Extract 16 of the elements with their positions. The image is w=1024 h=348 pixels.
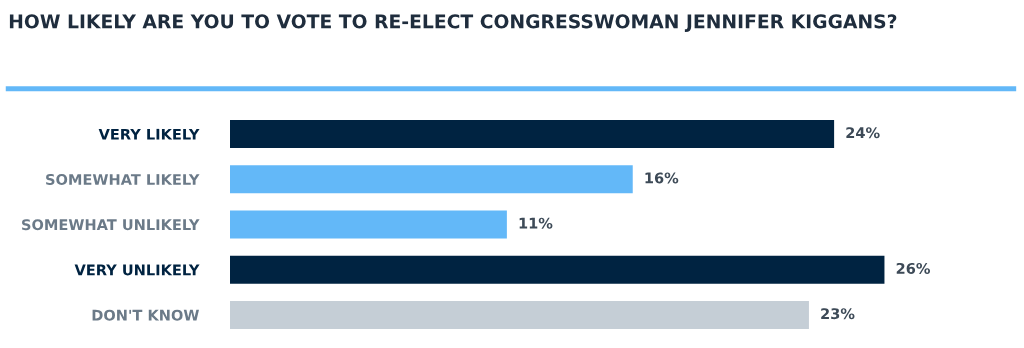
y-tick-label: DON'T KNOW [92, 309, 199, 321]
data-label: 26% [896, 262, 931, 274]
bar [229, 119, 835, 148]
data-label: 11% [519, 217, 553, 229]
bar [229, 165, 633, 194]
data-label: 23% [821, 308, 855, 320]
bar [229, 300, 809, 329]
data-label: 24% [846, 127, 880, 139]
y-tick-label: SOMEWHAT UNLIKELY [22, 219, 200, 231]
data-label: 16% [645, 172, 679, 184]
y-tick-label: VERY LIKELY [98, 128, 200, 140]
y-tick-label: SOMEWHAT LIKELY [46, 173, 200, 185]
bar [229, 255, 885, 284]
y-tick-label: VERY UNLIKELY [74, 264, 200, 276]
chart-title: HOW LIKELY ARE YOU TO VOTE TO RE-ELECT CONGRESSWOMAN JENNIFER KIGGANS? [9, 14, 897, 32]
bar [229, 210, 507, 239]
